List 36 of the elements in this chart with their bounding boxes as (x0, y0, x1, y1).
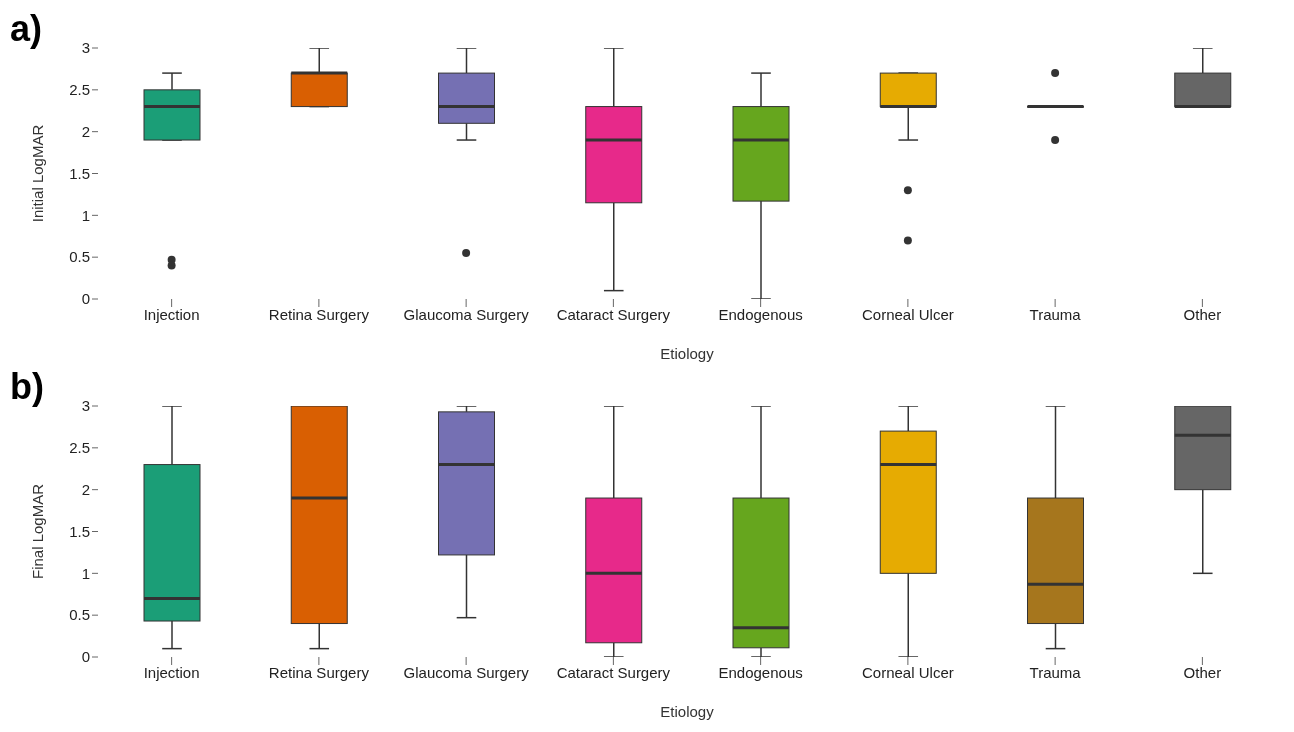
x-tick-label: Injection (143, 663, 200, 681)
x-tick-label: Trauma (1029, 305, 1082, 323)
x-tick-label: Corneal Ulcer (862, 305, 954, 323)
y-tick-label: 1 (81, 206, 90, 224)
y-tick-label: 1.5 (69, 522, 90, 540)
y-tick-label: 2.5 (69, 81, 90, 99)
x-tick-label: Other (1183, 663, 1222, 681)
x-tick-label: Glaucoma Surgery (403, 305, 530, 323)
x-tick-label: Endogenous (718, 305, 803, 323)
y-tick-label: 2.5 (69, 439, 90, 457)
x-tick-label: Retina Surgery (268, 663, 370, 681)
y-tick-label: 0 (81, 648, 90, 666)
y-tick-label: 1.5 (69, 164, 90, 182)
y-tick-label: 3 (81, 397, 90, 415)
x-tick-label: Trauma (1029, 663, 1082, 681)
y-tick-label: 3 (81, 39, 90, 57)
chart-title: a) (10, 8, 43, 50)
x-tick-label: Corneal Ulcer (862, 663, 954, 681)
x-tick-label: Endogenous (718, 663, 803, 681)
x-tick-label: Injection (143, 305, 200, 323)
x-tick-label: Glaucoma Surgery (403, 663, 530, 681)
y-tick-label: 1 (81, 564, 90, 582)
y-tick-label: 0 (81, 290, 90, 308)
x-axis-title: Etiology (660, 345, 715, 362)
x-tick-label: Retina Surgery (268, 305, 370, 323)
x-tick-label: Cataract Surgery (556, 305, 671, 323)
x-tick-label: Cataract Surgery (556, 663, 671, 681)
x-axis-title: Etiology (660, 703, 715, 720)
y-axis-title: Initial LogMAR (29, 124, 47, 223)
y-tick-label: 0.5 (69, 606, 90, 624)
chart-title: b) (10, 366, 44, 408)
y-axis-title: Final LogMAR (29, 483, 47, 580)
y-tick-label: 2 (81, 480, 90, 498)
x-tick-label: Other (1183, 305, 1222, 323)
y-tick-label: 2 (81, 122, 90, 140)
y-tick-label: 0.5 (69, 248, 90, 266)
